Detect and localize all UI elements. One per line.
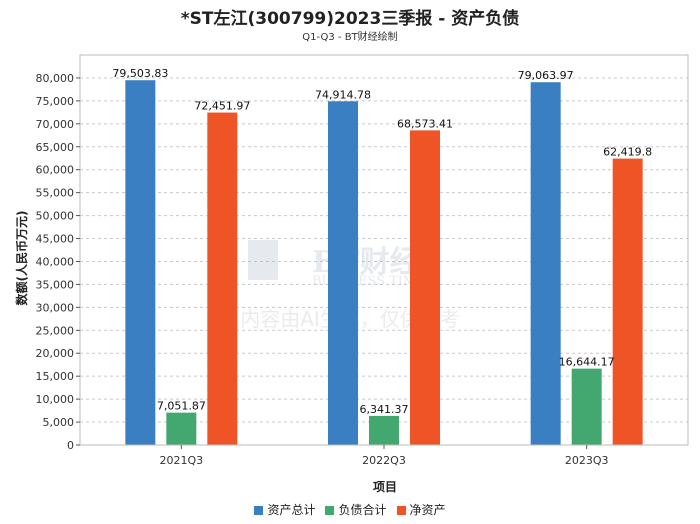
data-label: 16,644.17 (559, 356, 615, 369)
legend-swatch (396, 506, 406, 515)
x-axis-title: 项目 (373, 480, 397, 494)
watermark-logo-icon (248, 240, 278, 280)
bar-资产总计-2023Q3 (530, 82, 561, 445)
legend-label: 资产总计 (267, 503, 316, 517)
data-label: 68,573.41 (397, 117, 453, 130)
legend-swatch (254, 506, 264, 515)
legend-item: 资产总计 (254, 501, 315, 518)
legend-item: 净资产 (396, 501, 446, 518)
y-tick-label: 35,000 (36, 278, 75, 291)
y-tick-label: 60,000 (36, 164, 75, 177)
axes: 0 5,000 10,000 15,000 20,000 25,000 30,000 35,0… (36, 54, 689, 467)
y-axis-title: 数额(人民币万元) (14, 211, 29, 306)
legend-swatch (325, 506, 335, 515)
y-tick-label: 80,000 (36, 72, 75, 85)
y-tick-label: 10,000 (36, 393, 75, 406)
y-tick-label: 50,000 (36, 210, 75, 223)
y-tick-label: 30,000 (36, 301, 75, 314)
bars (125, 80, 643, 446)
legend-label: 净资产 (409, 503, 446, 517)
data-label: 79,503.83 (112, 67, 168, 80)
x-tick-label: 2021Q3 (160, 454, 204, 467)
x-tick-label: 2023Q3 (565, 454, 609, 467)
data-label: 7,051.87 (157, 400, 206, 413)
data-label: 6,341.37 (360, 403, 409, 416)
bar-净资产-2021Q3 (207, 112, 238, 446)
bar-资产总计-2021Q3 (125, 80, 156, 446)
bar-负债合计-2022Q3 (369, 415, 399, 445)
data-label: 72,451.97 (194, 100, 250, 113)
data-label: 74,914.78 (315, 88, 371, 101)
data-labels: 79,503.83 7,051.87 72,451.97 74,914.78 6,341… (112, 67, 652, 416)
y-tick-label: 25,000 (36, 324, 75, 337)
y-tick-label: 55,000 (36, 187, 75, 200)
bar-负债合计-2023Q3 (571, 368, 602, 445)
bar-净资产-2022Q3 (410, 130, 440, 445)
y-tick-label: 5,000 (43, 416, 75, 429)
y-tick-label: 0 (67, 439, 74, 452)
bar-负债合计-2021Q3 (166, 412, 197, 445)
y-tick-label: 75,000 (36, 95, 75, 108)
y-tick-label: 45,000 (36, 233, 75, 246)
y-tick-label: 65,000 (36, 141, 75, 154)
chart-subtitle: Q1-Q3 - BT财经绘制 (302, 32, 398, 43)
y-tick-label: 70,000 (36, 118, 75, 131)
bar-资产总计-2022Q3 (328, 101, 358, 445)
data-label: 62,419.8 (603, 146, 652, 159)
legend-label: 负债合计 (338, 503, 387, 517)
bar-净资产-2023Q3 (612, 158, 643, 445)
y-tick-label: 15,000 (36, 370, 75, 383)
y-tick-label: 40,000 (36, 255, 75, 268)
x-tick-label: 2022Q3 (362, 454, 406, 467)
chart-title: *ST左江(300799)2023三季报 - 资产负债 (180, 9, 520, 29)
y-tick-label: 20,000 (36, 347, 75, 360)
data-label: 79,063.97 (518, 69, 574, 82)
legend: 资产总计 负债合计 净资产 (0, 501, 700, 518)
legend-item: 负债合计 (325, 501, 387, 518)
